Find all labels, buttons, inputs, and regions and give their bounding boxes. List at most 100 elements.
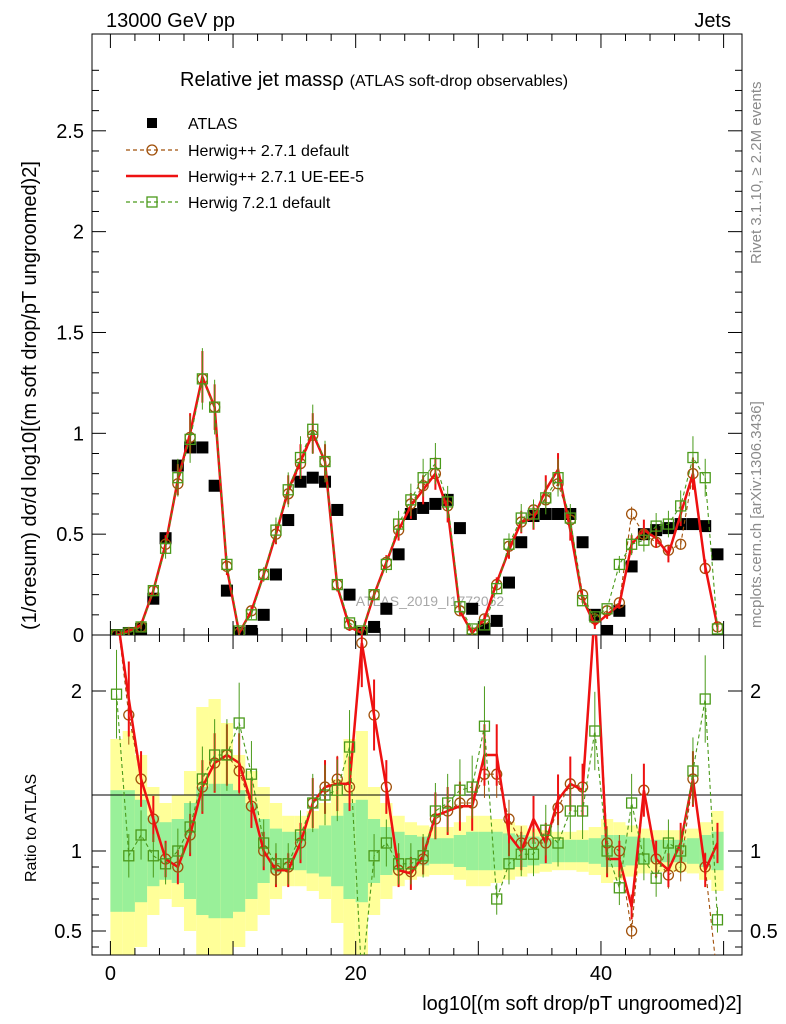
point-herwig-7-2-1-default — [540, 824, 552, 836]
legend: ATLAS Herwig++ 2.7.1 default Herwig++ 2.… — [126, 116, 364, 212]
point-herwig-7-2-1-default — [601, 845, 613, 857]
point-atlas — [294, 475, 307, 488]
band-inner-30 — [478, 831, 491, 871]
band-inner-42 — [625, 836, 638, 866]
point-herwig-7-2-1-default — [405, 494, 417, 506]
watermark: ATLAS_2019_I1772062 — [356, 593, 505, 609]
point-herwig-7-2-1-default — [356, 625, 368, 635]
ratio-y-tick-label: 2 — [71, 681, 82, 703]
point-herwig-7-2-1-default — [208, 749, 221, 761]
ratio-series — [110, 606, 724, 984]
point-atlas — [490, 614, 503, 627]
point-herwig-7-2-1-default — [245, 609, 258, 621]
point-atlas — [502, 576, 515, 589]
point-herwig-7-2-1-default — [307, 423, 319, 435]
legend-label-atlas: ATLAS — [188, 116, 238, 133]
point-atlas — [208, 479, 221, 492]
point-herwig-7-2-1-default — [589, 611, 601, 623]
band-inner-9 — [220, 783, 234, 919]
point-herwig-7-2-1-default — [270, 524, 282, 536]
band-inner-28 — [453, 835, 467, 867]
main-y-axis-title-text: (1/σresum) dσ/d log10[(m soft drop/pT un… — [19, 161, 41, 630]
point-herwig-7-2-1-default — [270, 858, 282, 870]
point-herwig-7-2-1-default — [540, 492, 552, 504]
point-herwig-7-2-1-default — [380, 558, 392, 571]
point-herwig-7-2-1-default — [417, 472, 429, 484]
point-atlas — [257, 608, 270, 621]
point-herwig-7-2-1-default — [638, 853, 650, 865]
point-herwig-7-2-1-default — [515, 512, 527, 524]
point-herwig-7-2-1-default — [368, 850, 380, 862]
point-herwig-7-2-1-default — [515, 848, 527, 860]
point-atlas — [306, 471, 319, 484]
point-atlas — [699, 520, 712, 533]
point-herwig-7-2-1-default — [282, 484, 294, 496]
main-series — [110, 348, 724, 635]
point-herwig-2-7-1-default — [112, 606, 122, 616]
line-herwig-2-7-1-ue-ee-5 — [118, 635, 719, 908]
point-herwig-7-2-1-default — [233, 625, 245, 635]
point-herwig-7-2-1-default — [392, 518, 405, 530]
band-inner-37 — [564, 839, 577, 863]
point-herwig-7-2-1-default — [675, 500, 687, 512]
point-herwig-7-2-1-default — [159, 542, 172, 554]
point-herwig-7-2-1-default — [319, 789, 331, 801]
point-herwig-7-2-1-default — [429, 457, 442, 470]
point-herwig-7-2-1-default — [552, 472, 564, 484]
x-axis-title: log10[(m soft drop/pT ungroomed)2] — [422, 993, 742, 1015]
band-inner-17 — [318, 825, 332, 877]
x-tick-label: 0 — [105, 963, 116, 985]
band-inner-7 — [196, 787, 209, 915]
legend-label-h271def: Herwig++ 2.7.1 default — [188, 143, 350, 160]
band-inner-26 — [429, 838, 442, 864]
side-label-mcplots: mcplots.cern.ch [arXiv:1306.3436] — [748, 401, 765, 628]
point-atlas — [576, 536, 589, 549]
point-herwig-7-2-1-default — [699, 693, 711, 705]
point-atlas — [380, 602, 393, 615]
point-herwig-7-2-1-default — [221, 749, 233, 761]
point-herwig-7-2-1-default — [711, 914, 724, 926]
point-herwig-7-2-1-default — [576, 805, 589, 817]
point-herwig-7-2-1-default — [331, 784, 343, 796]
header-energy: 13000 GeV pp — [106, 10, 235, 32]
point-atlas — [282, 514, 295, 527]
point-herwig-7-2-1-default — [491, 582, 503, 595]
band-inner-19 — [343, 803, 356, 899]
point-herwig-7-2-1-default — [208, 401, 221, 413]
point-herwig-2-7-1-default — [712, 974, 722, 984]
legend-marker-h721 — [146, 196, 158, 208]
plot-title-main: Relative jet massρ — [180, 69, 344, 91]
point-herwig-7-2-1-default — [576, 595, 589, 607]
main-y-axis-title: (1/σresum) dσ/d log10[(m soft drop/pT un… — [19, 161, 41, 630]
point-herwig-7-2-1-default — [699, 472, 711, 484]
point-herwig-7-2-1-default — [184, 433, 196, 446]
point-herwig-7-2-1-default — [625, 538, 638, 550]
point-atlas — [392, 548, 405, 561]
point-herwig-7-2-1-default — [110, 688, 123, 700]
point-herwig-7-2-1-default — [135, 621, 147, 633]
point-herwig-7-2-1-default — [454, 784, 466, 796]
point-atlas — [466, 602, 479, 615]
point-herwig-7-2-1-default — [221, 558, 233, 571]
point-herwig-7-2-1-default — [123, 627, 135, 635]
point-herwig-7-2-1-default — [503, 858, 515, 870]
x-tick-label: 40 — [590, 963, 612, 985]
axes-ticks: 00.511.522.50.5 0.51 12 20 20 40 — [54, 34, 778, 985]
point-atlas — [331, 503, 344, 516]
point-herwig-7-2-1-default — [172, 845, 184, 857]
ratio-y-axis-title: Ratio to ATLAS — [23, 774, 40, 882]
point-herwig-7-2-1-default — [405, 858, 417, 870]
band-inner-39 — [588, 838, 601, 864]
legend-label-h271ue: Herwig++ 2.7.1 UE-EE-5 — [188, 169, 364, 186]
point-herwig-7-2-1-default — [343, 741, 356, 753]
band-inner-38 — [576, 839, 589, 863]
point-herwig-7-2-1-default — [258, 568, 270, 581]
point-herwig-7-2-1-default — [172, 472, 184, 484]
point-herwig-7-2-1-default — [159, 858, 172, 870]
point-herwig-7-2-1-default — [687, 451, 699, 464]
point-herwig-7-2-1-default — [650, 520, 662, 532]
point-herwig-7-2-1-default — [294, 829, 307, 841]
point-herwig-7-2-1-default — [589, 725, 601, 737]
point-atlas — [269, 568, 282, 581]
